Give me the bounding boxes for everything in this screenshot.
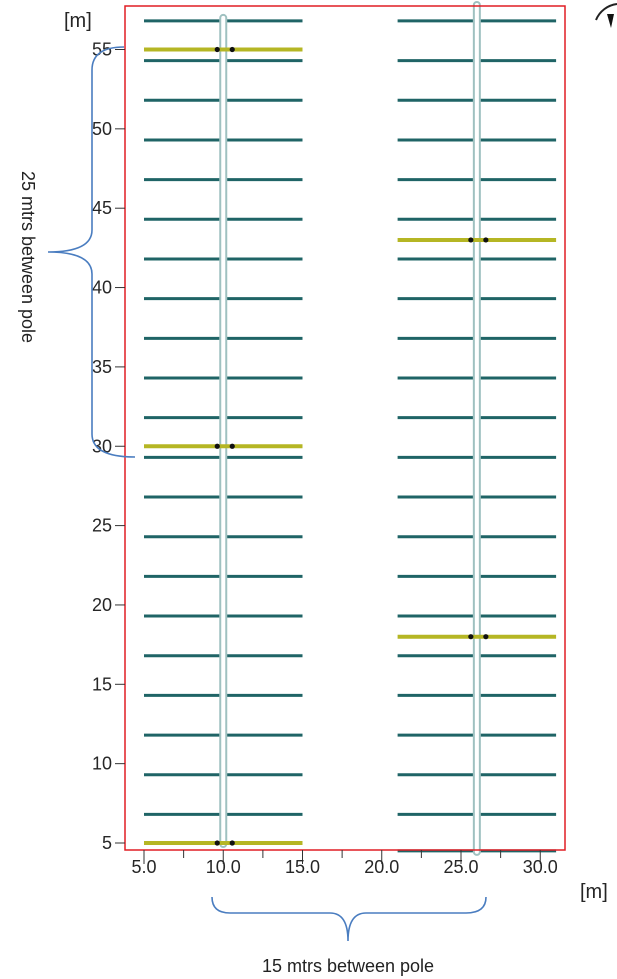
y-tick-label: 20: [92, 595, 112, 615]
vertical-spacing-label: 25 mtrs between pole: [18, 171, 38, 343]
luminaire-dot: [483, 237, 489, 243]
vertical-spacing-brace: [47, 46, 136, 458]
y-tick-label: 25: [92, 516, 112, 536]
x-axis-unit: [m]: [580, 881, 608, 903]
x-axis: 5.0 10.0 15.0 20.0 25.0 30.0: [131, 850, 558, 877]
x-tick-label: 30.0: [523, 857, 558, 877]
luminaire-dot: [229, 46, 235, 53]
luminaire-dot: [229, 443, 235, 449]
rows-layer: [144, 19, 557, 853]
north-arrow-head-icon: [607, 14, 614, 28]
luminaires-layer: [144, 46, 557, 846]
poles-layer: [219, 1, 481, 856]
y-tick-label: 30: [92, 436, 112, 456]
y-tick-label: 10: [92, 754, 112, 774]
luminaire-dot: [214, 46, 220, 53]
pole-strip: [219, 13, 228, 848]
luminaire-dot: [483, 634, 489, 640]
plot-frame: [124, 5, 566, 851]
x-tick-label: 15.0: [285, 857, 320, 877]
luminaire-dot: [468, 634, 474, 640]
luminaire-dot: [214, 840, 220, 846]
x-tick-label: 25.0: [443, 857, 478, 877]
north-arrow-icon: [595, 3, 617, 21]
y-tick-label: 15: [92, 674, 112, 694]
y-tick-label: 40: [92, 278, 112, 298]
luminaire-dot: [214, 443, 220, 449]
pole-strip: [472, 1, 481, 856]
x-tick-label: 20.0: [364, 857, 399, 877]
y-tick-label: 45: [92, 198, 112, 218]
horizontal-spacing-brace: [211, 896, 487, 942]
x-tick-label: 5.0: [131, 857, 156, 877]
y-tick-label: 50: [92, 119, 112, 139]
luminaire-dot: [468, 237, 474, 243]
x-tick-label: 10.0: [206, 857, 241, 877]
y-tick-label: 35: [92, 357, 112, 377]
horizontal-spacing-label: 15 mtrs between pole: [262, 956, 434, 976]
y-tick-label: 5: [102, 833, 112, 853]
y-axis-unit: [m]: [64, 10, 92, 32]
luminaire-dot: [229, 840, 235, 846]
